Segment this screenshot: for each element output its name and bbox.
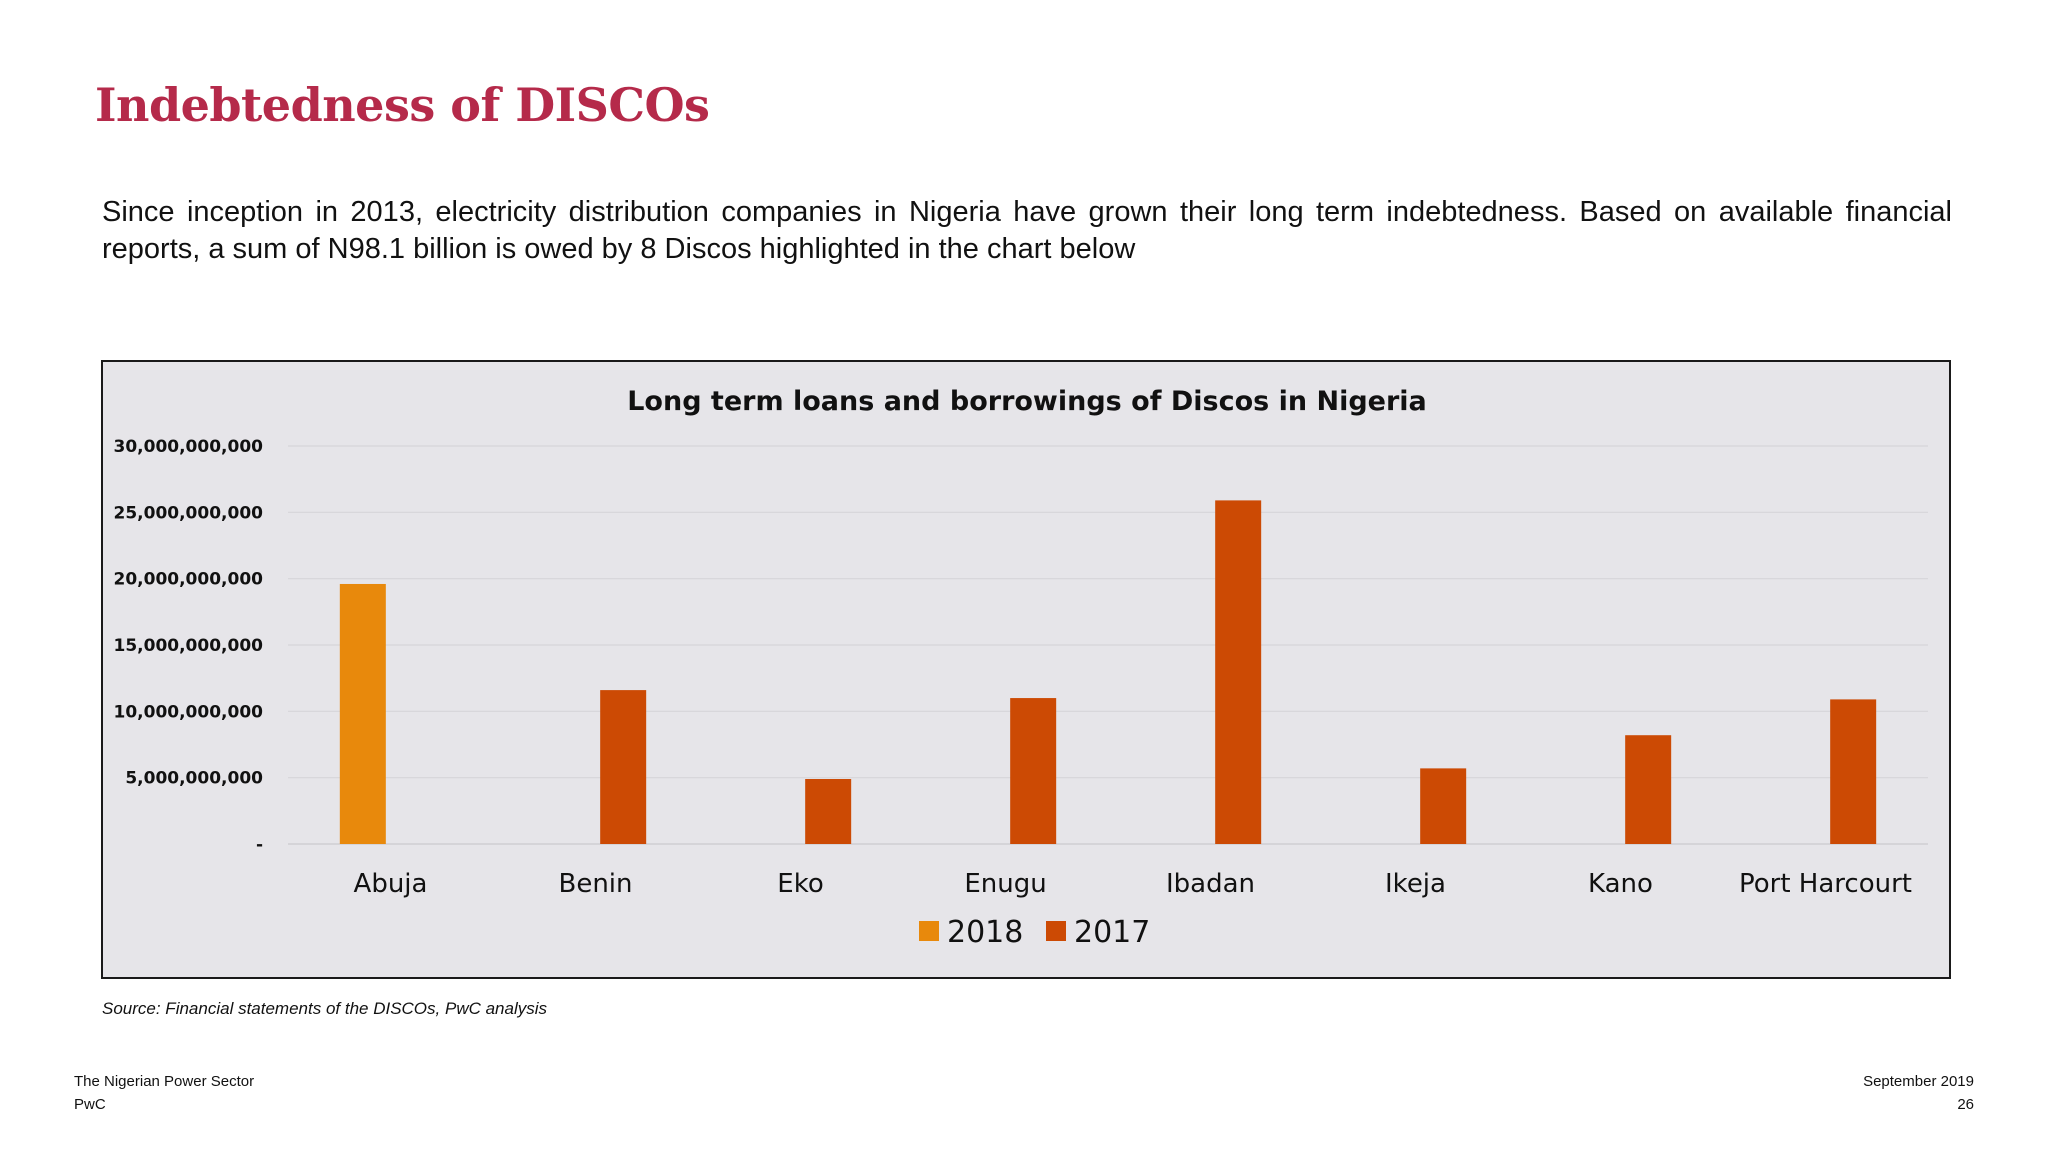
gridlines <box>288 445 1928 845</box>
y-tick-label: 20,000,000,000 <box>114 570 264 590</box>
x-tick-label: Kano <box>1588 869 1653 899</box>
y-tick-label: 30,000,000,000 <box>114 437 264 457</box>
source-note: Source: Financial statements of the DISC… <box>102 999 548 1018</box>
x-tick-label: Abuja <box>354 869 428 899</box>
x-tick-label: Eko <box>777 869 823 899</box>
y-tick-label: 10,000,000,000 <box>114 702 264 722</box>
bar-abuja-2018 <box>339 583 386 844</box>
bars <box>339 500 1877 844</box>
intro-paragraph: Since inception in 2013, electricity dis… <box>102 196 1952 265</box>
bar-kano-2017 <box>1625 735 1672 844</box>
legend-swatch-2017 <box>1046 921 1066 941</box>
footer-company: PwC <box>74 1096 106 1113</box>
y-tick-label: 5,000,000,000 <box>125 769 263 789</box>
bar-ibadan-2017 <box>1215 500 1262 844</box>
bar-benin-2017 <box>600 690 647 844</box>
y-tick-label: 15,000,000,000 <box>114 636 264 656</box>
page-number: 26 <box>1957 1096 1974 1113</box>
legend-label: 2018 <box>947 915 1023 950</box>
footer-right: September 2019 26 <box>1863 1070 1974 1116</box>
bar-eko-2017 <box>805 778 852 844</box>
x-axis-ticks: Abuja Benin Eko Enugu Ibadan Ikeja Kano Port Ha… <box>354 869 1912 899</box>
x-tick-label: Port Harcourt <box>1739 869 1912 899</box>
x-tick-label: Enugu <box>964 869 1046 899</box>
bar-chart: Long term loans and borrowings of Discos… <box>114 386 1928 950</box>
chart-container: Long term loans and borrowings of Discos… <box>101 360 1951 979</box>
x-tick-label: Ibadan <box>1166 869 1255 899</box>
legend-swatch-2018 <box>919 921 939 941</box>
footer-left: The Nigerian Power Sector PwC <box>74 1070 254 1116</box>
bar-port-harcourt-2017 <box>1830 699 1877 844</box>
footer-date: September 2019 <box>1863 1073 1974 1090</box>
legend: 2018 2017 <box>919 915 1150 950</box>
x-tick-label: Ikeja <box>1385 869 1446 899</box>
y-tick-label: 25,000,000,000 <box>114 503 264 523</box>
x-tick-label: Benin <box>558 869 632 899</box>
footer-report-title: The Nigerian Power Sector <box>74 1073 255 1090</box>
bar-enugu-2017 <box>1010 698 1057 844</box>
y-tick-label: - <box>256 835 263 855</box>
slide-title: Indebtedness of DISCOs <box>95 78 710 132</box>
bar-ikeja-2017 <box>1420 768 1467 844</box>
y-axis-ticks: - 5,000,000,000 10,000,000,000 15,000,000,0… <box>114 437 264 855</box>
chart-title: Long term loans and borrowings of Discos… <box>627 386 1427 417</box>
legend-label: 2017 <box>1074 915 1150 950</box>
